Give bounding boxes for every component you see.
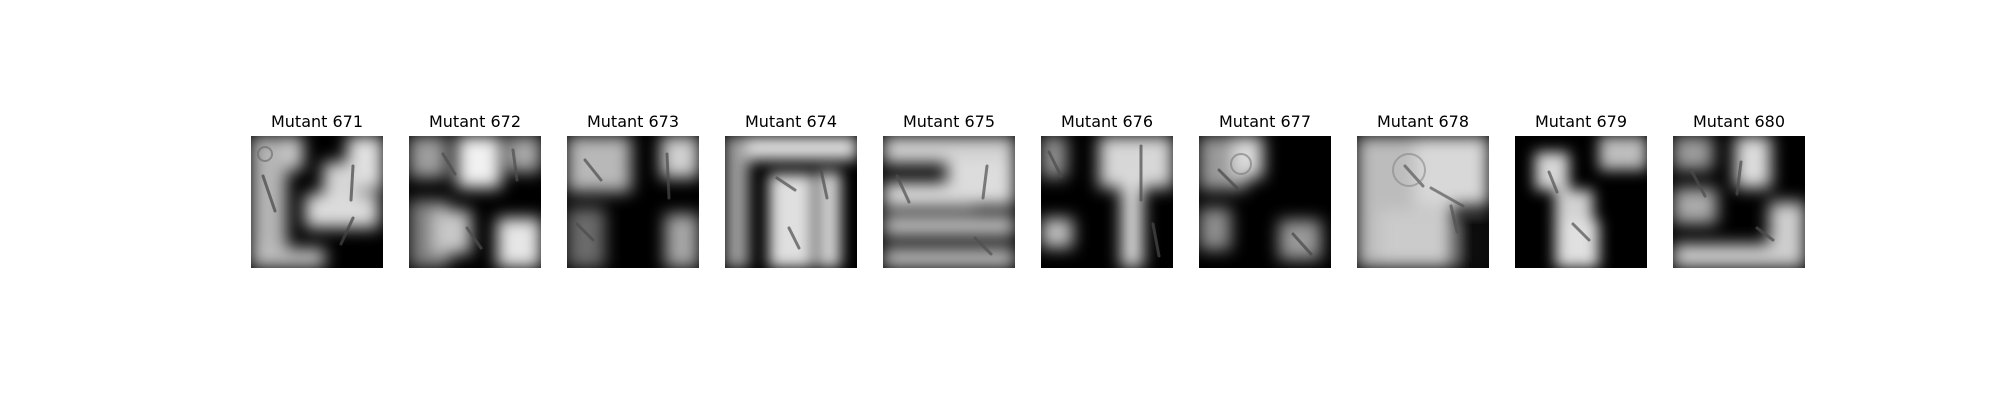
mutant-panel-680: Mutant 680 xyxy=(1673,110,1805,270)
mutant-title-678: Mutant 678 xyxy=(1376,112,1470,131)
mutant-image-671 xyxy=(251,136,383,268)
mutant-panel-673: Mutant 673 xyxy=(567,110,699,270)
mutant-image-680 xyxy=(1673,136,1805,268)
mutant-panel-679: Mutant 679 xyxy=(1515,110,1647,270)
mutant-image-677 xyxy=(1199,136,1331,268)
mutant-image-676 xyxy=(1041,136,1173,268)
mutant-title-676: Mutant 676 xyxy=(1060,112,1154,131)
mutant-image-679 xyxy=(1515,136,1647,268)
mutant-title-679: Mutant 679 xyxy=(1534,112,1628,131)
mutant-title-672: Mutant 672 xyxy=(428,112,522,131)
mutant-title-674: Mutant 674 xyxy=(744,112,838,131)
mutant-panel-675: Mutant 675 xyxy=(883,110,1015,270)
mutant-image-672 xyxy=(409,136,541,268)
mutant-panel-674: Mutant 674 xyxy=(725,110,857,270)
mutant-panel-677: Mutant 677 xyxy=(1199,110,1331,270)
mutant-panel-678: Mutant 678 xyxy=(1357,110,1489,270)
mutant-image-678 xyxy=(1357,136,1489,268)
mutant-panel-672: Mutant 672 xyxy=(409,110,541,270)
mutant-image-673 xyxy=(567,136,699,268)
mutant-panel-676: Mutant 676 xyxy=(1041,110,1173,270)
mutant-title-671: Mutant 671 xyxy=(270,112,364,131)
mutant-title-677: Mutant 677 xyxy=(1218,112,1312,131)
mutant-title-673: Mutant 673 xyxy=(586,112,680,131)
mutant-panel-671: Mutant 671 xyxy=(251,110,383,270)
mutant-image-674 xyxy=(725,136,857,268)
mutant-title-675: Mutant 675 xyxy=(902,112,996,131)
mutant-title-680: Mutant 680 xyxy=(1692,112,1786,131)
mutant-image-675 xyxy=(883,136,1015,268)
